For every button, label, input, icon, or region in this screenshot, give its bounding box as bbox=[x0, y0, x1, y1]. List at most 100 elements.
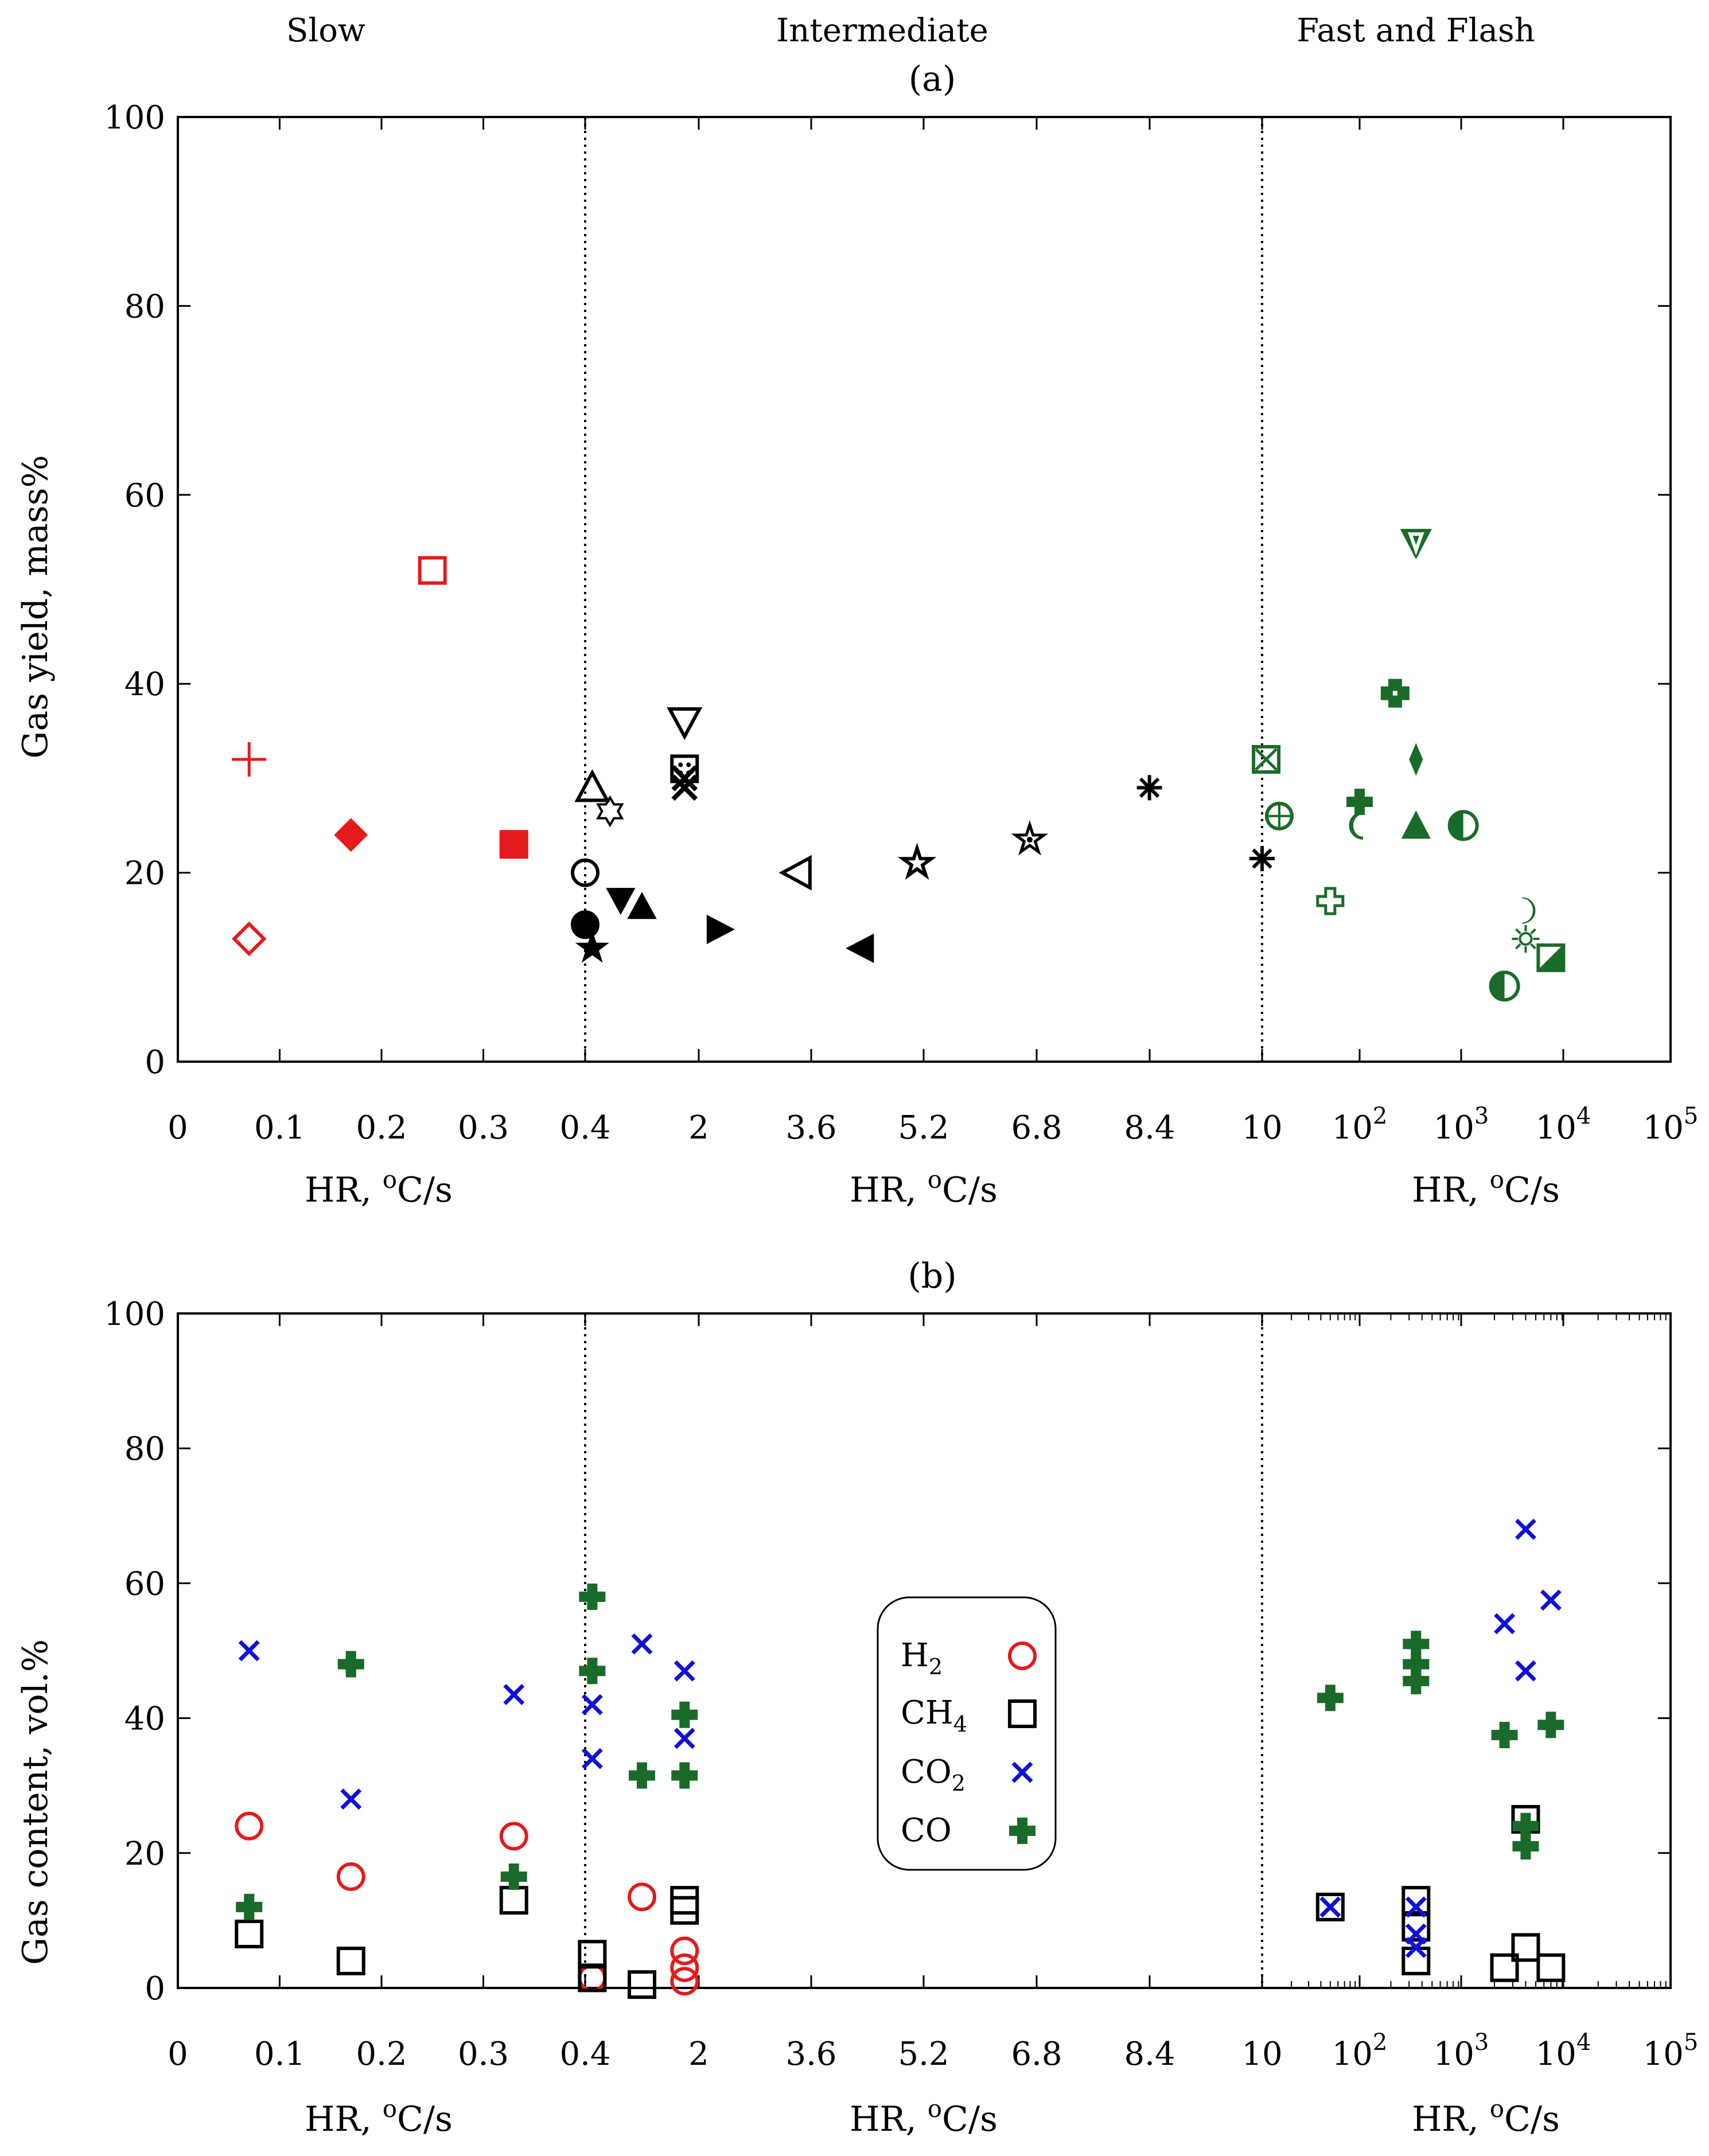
data-point-square-x bbox=[1252, 744, 1281, 774]
x-tick-label-fast: 10 bbox=[1241, 1109, 1282, 1147]
data-point-triangle-right-filled bbox=[706, 914, 735, 945]
x-tick-label-fast: 102 bbox=[1332, 1103, 1388, 1147]
data-point-co bbox=[671, 1762, 698, 1789]
data-point-h2 bbox=[670, 1953, 699, 1982]
x-tick-label-intermediate: 5.2 bbox=[898, 2036, 949, 2073]
data-point-co bbox=[1512, 1833, 1539, 1860]
data-point-plus bbox=[232, 742, 267, 777]
data-point-h2 bbox=[670, 1936, 699, 1966]
x-tick-label-fast: 10 bbox=[1241, 2036, 1282, 2073]
data-point-circle-half bbox=[1489, 970, 1520, 1002]
x-axis-label-fast: HR, oC/s bbox=[1412, 2095, 1560, 2139]
data-point-ch4 bbox=[578, 1963, 607, 1993]
x-tick-label-fast: 102 bbox=[1332, 2029, 1388, 2073]
x-tick-label-fast: 105 bbox=[1643, 1103, 1699, 1147]
data-point-co2 bbox=[674, 1660, 695, 1682]
legend-marker-co bbox=[1009, 1818, 1035, 1844]
data-point-crescent-right bbox=[1522, 897, 1536, 924]
legend-label-co2: CO2 bbox=[901, 1753, 966, 1796]
data-point-co2 bbox=[1515, 1660, 1536, 1682]
data-point-triangle-down-filled bbox=[606, 888, 636, 915]
data-point-asterisk bbox=[1136, 775, 1162, 801]
data-point-co bbox=[500, 1863, 527, 1890]
y-tick-label: 100 bbox=[104, 1296, 165, 1333]
x-tick-label-intermediate: 3.6 bbox=[785, 2036, 836, 2073]
data-point-co bbox=[1403, 1667, 1430, 1694]
y-tick-label: 100 bbox=[104, 99, 165, 137]
data-point-circle-half bbox=[1447, 810, 1479, 841]
data-point-triangle-left-open bbox=[778, 855, 812, 891]
legend: H2 CH4 CO2 CO bbox=[877, 1596, 1057, 1871]
data-point-diamond-filled bbox=[334, 818, 368, 852]
legend-label-ch4: CH4 bbox=[901, 1694, 967, 1737]
data-point-co2 bbox=[1405, 1896, 1427, 1918]
x-tick-label-fast: 104 bbox=[1536, 2029, 1591, 2073]
x-axis-label-fast: HR, oC/s bbox=[1412, 1165, 1560, 1210]
data-point-co bbox=[579, 1583, 606, 1610]
x-tick-label-slow: 0.4 bbox=[559, 2036, 610, 2073]
x-tick-label-slow: 0.4 bbox=[559, 1109, 610, 1147]
plot-frame bbox=[177, 116, 1672, 1063]
legend-marker-ch4 bbox=[1008, 1699, 1037, 1728]
data-point-co2 bbox=[581, 1748, 603, 1769]
data-point-co bbox=[1491, 1722, 1518, 1748]
data-point-co bbox=[579, 1658, 606, 1685]
data-point-star6-open bbox=[596, 795, 624, 828]
data-point-h2 bbox=[235, 1811, 264, 1841]
data-point-ch4 bbox=[1511, 1933, 1540, 1962]
data-point-co2 bbox=[674, 1728, 695, 1749]
x-tick-label-slow: 0.2 bbox=[356, 2036, 407, 2073]
data-point-co bbox=[337, 1651, 364, 1678]
x-tick-label-fast: 104 bbox=[1536, 1103, 1591, 1147]
data-point-co bbox=[629, 1762, 655, 1789]
y-tick-label: 60 bbox=[124, 1565, 165, 1603]
x-tick-label-fast: 103 bbox=[1434, 2029, 1489, 2073]
data-point-co2 bbox=[1405, 1936, 1427, 1958]
data-point-co2 bbox=[1494, 1613, 1516, 1635]
data-point-ch4 bbox=[1402, 1886, 1431, 1915]
x-tick-label-slow: 0.3 bbox=[458, 2036, 509, 2073]
legend-box bbox=[877, 1596, 1057, 1871]
data-point-h2 bbox=[578, 1963, 607, 1993]
data-point-ch4 bbox=[670, 1896, 699, 1925]
data-point-triangle-up-filled bbox=[627, 892, 657, 919]
data-point-h2 bbox=[499, 1822, 528, 1851]
data-point-ch4 bbox=[336, 1946, 365, 1975]
data-point-h2 bbox=[336, 1862, 365, 1891]
data-point-circle-open bbox=[571, 858, 599, 887]
data-point-co bbox=[1317, 1685, 1344, 1711]
data-point-diamond-thin bbox=[1409, 743, 1423, 776]
data-point-ch4 bbox=[1536, 1953, 1566, 1982]
points-panel-a bbox=[232, 529, 1566, 1002]
y-tick-label: 20 bbox=[124, 1835, 165, 1873]
data-point-co2 bbox=[581, 1694, 603, 1716]
y-tick-label: 40 bbox=[124, 666, 165, 703]
data-point-times-bold bbox=[671, 774, 698, 801]
data-point-diamond-open bbox=[232, 921, 267, 957]
x-tick-label-intermediate: 2 bbox=[688, 2036, 709, 2073]
x-tick-label-intermediate: 3.6 bbox=[785, 1109, 836, 1147]
data-point-square-half bbox=[1536, 943, 1566, 972]
panel-a-label: (a) bbox=[909, 59, 956, 99]
data-point-ch4 bbox=[628, 1970, 656, 1999]
y-axis-label-b: Gas content, vol.% bbox=[15, 1639, 56, 1965]
x-tick-label-intermediate: 8.4 bbox=[1124, 1109, 1175, 1147]
data-point-cross-outline-bold bbox=[1380, 679, 1410, 708]
x-axis-label-intermediate: HR, oC/s bbox=[850, 2095, 998, 2139]
y-tick-label: 0 bbox=[145, 1044, 165, 1081]
data-point-cross-filled bbox=[1346, 789, 1373, 816]
y-tick-label: 40 bbox=[124, 1701, 165, 1738]
y-axis-label-a: Gas yield, mass% bbox=[15, 455, 56, 758]
axes-panel-b: 0 20 40 60 80 100 0 0.1 0.2 0.3 0.4 2 3.6 5.2 6.8 8.4 10… bbox=[104, 1296, 1698, 2139]
axes-panel-a: 0 20 40 60 80 100 0 0.1 0.2 0.3 0.4 2 3.6 5.2 6.8 8.4 10… bbox=[104, 99, 1698, 1210]
y-tick-label: 80 bbox=[124, 1430, 165, 1468]
data-point-triangle-up-open bbox=[574, 769, 610, 802]
y-tick-label: 0 bbox=[145, 1970, 165, 2007]
data-point-ch4 bbox=[235, 1919, 264, 1948]
data-point-co2 bbox=[1540, 1589, 1562, 1611]
data-point-co bbox=[1512, 1812, 1539, 1839]
points-panel-b bbox=[235, 1518, 1566, 1999]
x-axis-label-slow: HR, oC/s bbox=[305, 2095, 453, 2139]
data-point-co bbox=[671, 1701, 698, 1728]
